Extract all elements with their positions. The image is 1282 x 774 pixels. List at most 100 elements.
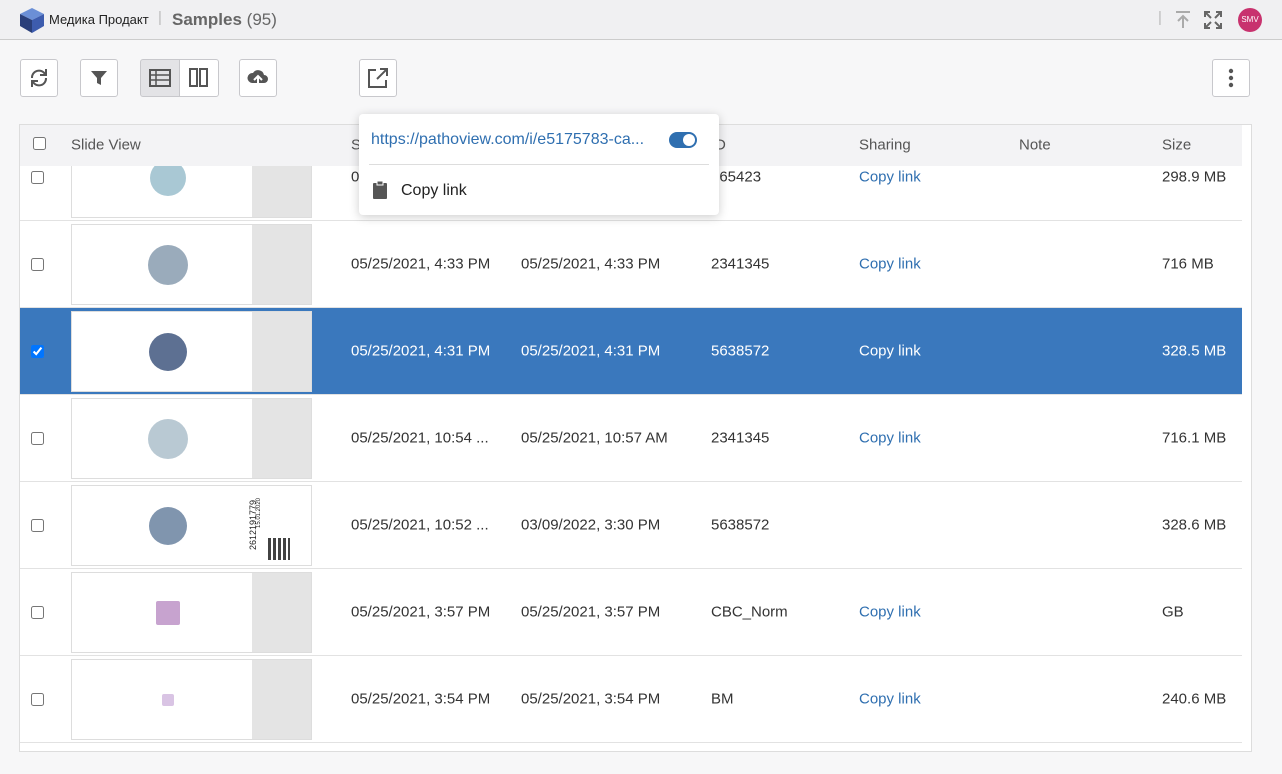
divider — [369, 164, 709, 165]
slide-thumbnail[interactable] — [71, 311, 312, 392]
cell-text: 2341345 — [711, 255, 770, 273]
top-bar: Медика Продакт | Samples (95) | SMV — [0, 0, 1282, 40]
separator: | — [158, 9, 162, 26]
cell-text: 05/25/2021, 4:33 PM — [351, 255, 491, 273]
copy-link[interactable]: Copy link — [859, 255, 921, 273]
gallery-view-button[interactable] — [179, 59, 219, 97]
count: (95) — [246, 10, 277, 29]
row-checkbox[interactable] — [31, 519, 44, 532]
tissue — [150, 166, 186, 196]
slide-thumbnail[interactable] — [71, 659, 312, 740]
cell-text: 716.1 MB — [1162, 429, 1227, 447]
cell-text: 240.6 MB — [1162, 690, 1227, 708]
clipboard-icon — [373, 181, 387, 199]
slide-label-area — [252, 312, 311, 391]
table-row: 05/25/2021, 10:54 ... 05/25/2021, 10:57 A… — [20, 395, 1242, 482]
table-row: 05/25/2021, 4:31 PM 05/25/2021, 4:31 PM 56… — [20, 308, 1242, 395]
tissue — [148, 419, 188, 459]
filter-button[interactable] — [80, 59, 118, 97]
table-view-button[interactable] — [140, 59, 180, 97]
slide-label-area — [252, 399, 311, 478]
cell-text: 05/25/2021, 4:31 PM — [351, 342, 491, 360]
row-checkbox[interactable] — [31, 171, 44, 184]
column-header: Sharing — [859, 136, 911, 154]
row-checkbox[interactable] — [31, 258, 44, 271]
cell-text: BM — [711, 690, 734, 708]
cell-text: GB — [1162, 603, 1184, 621]
cell-text: 2341345 — [711, 429, 770, 447]
scroll-top-icon[interactable] — [1175, 11, 1191, 29]
upload-button[interactable] — [239, 59, 277, 97]
cell-text: 05/25/2021, 4:33 PM — [521, 255, 661, 273]
tissue — [149, 333, 187, 371]
tissue — [148, 245, 188, 285]
cell-text: 765423 — [711, 168, 762, 186]
column-header: Slide View — [71, 136, 141, 154]
cell-text: 328.5 MB — [1162, 342, 1227, 360]
logo — [20, 8, 44, 33]
share-popover: https://pathoview.com/i/e5175783-ca... C… — [359, 114, 719, 215]
copy-link[interactable]: Copy link — [859, 690, 921, 708]
slide-label-area — [252, 166, 311, 217]
tissue — [156, 601, 180, 625]
slide-thumbnail[interactable] — [71, 398, 312, 479]
page-title: Samples (95) — [172, 10, 277, 30]
more-button[interactable] — [1212, 59, 1250, 97]
slide-label-area — [252, 573, 311, 652]
slide-thumbnail[interactable] — [71, 166, 312, 218]
cell-text: 03/09/2022, 3:30 PM — [521, 516, 661, 534]
copy-link[interactable]: Copy link — [859, 168, 921, 186]
slide-thumbnail[interactable]: 2612191779 15.01.2020 — [71, 485, 312, 566]
cell-text: 05/25/2021, 10:57 AM — [521, 429, 668, 447]
row-checkbox[interactable] — [31, 693, 44, 706]
table-row: 05/25/2021, 3:54 PM 05/25/2021, 3:54 PM BM… — [20, 656, 1242, 743]
column-header: S — [351, 136, 362, 154]
select-all-checkbox[interactable] — [33, 137, 46, 150]
row-checkbox[interactable] — [31, 345, 44, 358]
copy-link[interactable]: Copy link — [859, 429, 921, 447]
cell-text: 05/25/2021, 10:52 ... — [351, 516, 489, 534]
fullscreen-icon[interactable] — [1204, 11, 1222, 29]
share-url[interactable]: https://pathoview.com/i/e5175783-ca... — [371, 131, 645, 148]
cell-text: 328.6 MB — [1162, 516, 1227, 534]
slide-label-text: 15.01.2020 — [256, 497, 263, 529]
cell-text: 298.9 MB — [1162, 168, 1227, 186]
cell-text: 05/25/2021, 3:54 PM — [351, 690, 491, 708]
refresh-button[interactable] — [20, 59, 58, 97]
cell-text: 05/25/2021, 10:54 ... — [351, 429, 489, 447]
qr-code — [268, 538, 290, 560]
table-row: 2612191779 15.01.2020 05/25/2021, 10:52 ..… — [20, 482, 1242, 569]
copy-link-action[interactable]: Copy link — [401, 182, 467, 199]
cell-text: 716 MB — [1162, 255, 1214, 273]
brand: Медика Продакт — [49, 12, 149, 27]
tissue — [149, 507, 187, 545]
slide-thumbnail[interactable] — [71, 224, 312, 305]
copy-link[interactable]: Copy link — [859, 342, 921, 360]
slide-label-area — [252, 225, 311, 304]
cell-text: 5638572 — [711, 516, 770, 534]
column-header: Size — [1162, 136, 1192, 154]
cell-text: 05/25/2021, 3:54 PM — [521, 690, 661, 708]
table-row: 05/25/2021, 4:33 PM 05/25/2021, 4:33 PM 23… — [20, 221, 1242, 308]
slide-label-area — [252, 660, 311, 739]
toggle[interactable] — [669, 132, 697, 148]
cell-text: 05/25/2021, 3:57 PM — [351, 603, 491, 621]
avatar[interactable]: SMV — [1238, 8, 1262, 32]
separator: | — [1158, 9, 1162, 26]
cell-text: 05/25/2021, 4:31 PM — [521, 342, 661, 360]
title: Samples — [172, 10, 242, 29]
copy-link[interactable]: Copy link — [859, 603, 921, 621]
tissue — [162, 694, 174, 706]
column-header: Note — [1019, 136, 1051, 154]
slide-thumbnail[interactable] — [71, 572, 312, 653]
share-button[interactable] — [359, 59, 397, 97]
column-header: D — [715, 136, 726, 154]
cell-text: CBC_Norm — [711, 603, 788, 621]
cell-text: 5638572 — [711, 342, 770, 360]
cell-text: 05/25/2021, 3:57 PM — [521, 603, 661, 621]
row-checkbox[interactable] — [31, 432, 44, 445]
row-checkbox[interactable] — [31, 606, 44, 619]
